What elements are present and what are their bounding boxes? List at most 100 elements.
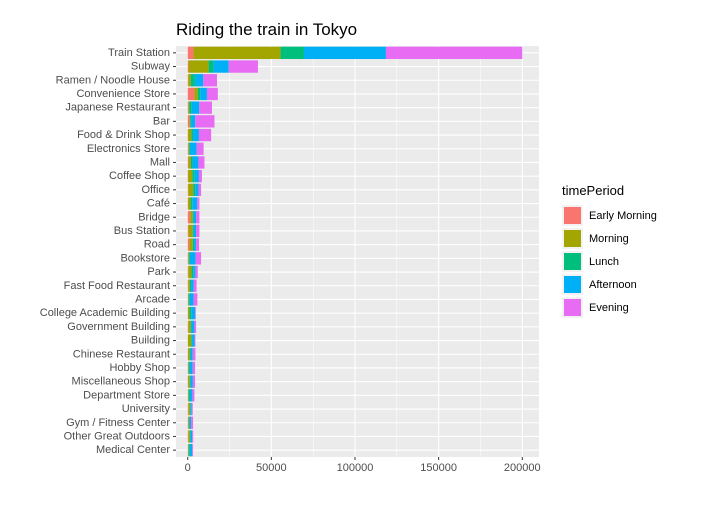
bar-segment-morning (187, 389, 189, 402)
bar-segment-early-morning (187, 320, 189, 334)
bar-segment-evening (193, 279, 197, 292)
legend-item: Early Morning (562, 204, 657, 227)
bar-segment-morning (188, 375, 190, 388)
bar-segment-early-morning (187, 238, 190, 251)
bar-segment-afternoon (303, 46, 386, 60)
bar-segment-afternoon (194, 238, 197, 251)
bar-segment-afternoon (189, 252, 196, 265)
bar-segment-afternoon (189, 443, 193, 457)
bar-segment-afternoon (190, 348, 193, 361)
bar-segment-afternoon (193, 224, 197, 238)
bar-segment-lunch (191, 265, 194, 279)
bar-segment-morning (187, 361, 189, 375)
legend-items: Early Morning Morning Lunch Afternoon Evenin… (562, 204, 657, 319)
bar-segment-morning (188, 279, 190, 292)
bar-segment-evening (203, 74, 217, 87)
bar-segment-afternoon (194, 169, 199, 183)
bar-segment-early-morning (187, 101, 189, 114)
y-tick-label: Café (147, 198, 170, 210)
x-tick-label: 100000 (337, 462, 374, 474)
bar-segment-morning (188, 169, 193, 183)
bar-segment-evening (197, 197, 200, 210)
y-tick-label: Medical Center (96, 444, 170, 456)
y-tick-label: Food & Drink Shop (77, 129, 170, 141)
bar-segment-afternoon (193, 211, 197, 224)
bar-segment-lunch (190, 156, 193, 169)
bar-segment-afternoon (191, 279, 194, 292)
bar-segment-evening (192, 443, 194, 457)
bar-segment-morning (187, 443, 189, 457)
bar-segment-lunch (193, 183, 196, 197)
legend-key-swatch (562, 251, 583, 272)
legend: timePeriod Early Morning Morning Lunch Afte… (562, 183, 657, 319)
bar-segment-lunch (189, 142, 190, 155)
bar-segment-evening (196, 224, 200, 238)
bar-segment-evening (191, 416, 194, 429)
bar-segment-lunch (188, 252, 190, 265)
bar-segment-early-morning (187, 156, 189, 169)
bar-segment-afternoon (189, 293, 194, 306)
bar-segment-morning (193, 46, 281, 60)
y-tick-label: Arcade (135, 293, 170, 305)
bar-segment-evening (192, 375, 196, 388)
legend-title: timePeriod (562, 183, 625, 198)
bar-segment-evening (193, 293, 198, 306)
bar-segment-lunch (189, 430, 191, 443)
bar-segment-lunch (208, 60, 214, 73)
bar-segment-evening (206, 87, 218, 101)
y-tick-label: University (122, 403, 171, 415)
legend-label: Early Morning (589, 209, 657, 222)
bar-segment-evening (228, 60, 258, 73)
bar-segment-afternoon (189, 361, 193, 375)
bar-segment-lunch (192, 224, 194, 238)
bar-segment-afternoon (193, 265, 196, 279)
bar-segment-evening (192, 348, 196, 361)
bar-segment-evening (195, 265, 198, 279)
bar-segment-lunch (192, 211, 194, 224)
bar-segment-afternoon (189, 389, 193, 402)
legend-key-swatch (562, 205, 583, 226)
bar-segment-lunch (190, 320, 192, 334)
bar-segment-lunch (188, 416, 190, 429)
y-tick-label: Subway (131, 61, 171, 73)
bar-segment-lunch (280, 46, 304, 60)
bar-segment-early-morning (187, 430, 189, 443)
bar-segment-lunch (189, 402, 191, 416)
bar-segment-lunch (189, 348, 191, 361)
bar-segment-lunch (189, 306, 192, 320)
bar-segment-evening (194, 334, 196, 347)
legend-item: Afternoon (562, 273, 657, 296)
bar-segment-early-morning (187, 224, 189, 238)
bar-segment-afternoon (213, 60, 229, 73)
x-tick-label: 150000 (420, 462, 457, 474)
x-tick-label: 0 (185, 462, 191, 474)
y-tick-label: Other Great Outdoors (64, 430, 171, 442)
bar-segment-afternoon (195, 183, 199, 197)
bar-segment-morning (188, 128, 192, 142)
bar-segment-afternoon (191, 306, 196, 320)
bar-segment-afternoon (191, 115, 196, 128)
bar-segment-morning (188, 430, 190, 443)
bar-segment-evening (195, 115, 215, 128)
bar-segment-lunch (190, 74, 195, 87)
y-tick-label: Government Building (67, 321, 170, 333)
bar-segment-lunch (188, 293, 190, 306)
y-tick-label: Mall (150, 156, 170, 168)
y-tick-label: Building (131, 335, 170, 347)
bar-segment-early-morning (187, 211, 191, 224)
legend-label: Lunch (589, 255, 619, 268)
bar-segment-afternoon (194, 74, 204, 87)
y-tick-label: Bar (153, 115, 170, 127)
bar-segment-morning (188, 60, 209, 73)
bar-segment-morning (188, 224, 193, 238)
bar-segment-early-morning (187, 265, 189, 279)
bar-segment-lunch (192, 238, 195, 251)
bar-segment-afternoon (192, 197, 198, 210)
bar-segment-morning (188, 265, 192, 279)
bar-segment-morning (189, 115, 191, 128)
bar-segment-morning (188, 416, 189, 429)
bar-segment-morning (187, 306, 190, 320)
legend-item: Lunch (562, 250, 657, 273)
